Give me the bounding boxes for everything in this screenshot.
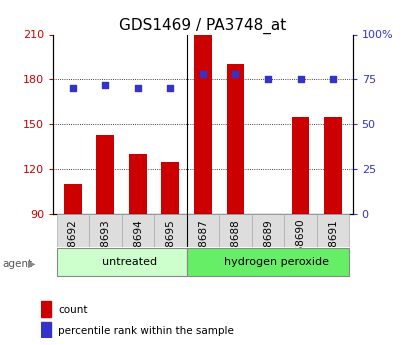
Title: GDS1469 / PA3748_at: GDS1469 / PA3748_at bbox=[119, 18, 286, 34]
Bar bbox=[89, 214, 121, 247]
Bar bbox=[56, 248, 186, 276]
Text: ▶: ▶ bbox=[27, 259, 35, 269]
Text: GSM68687: GSM68687 bbox=[198, 219, 207, 276]
Bar bbox=[64, 184, 81, 214]
Point bbox=[102, 82, 108, 88]
Bar bbox=[154, 214, 186, 247]
Point bbox=[167, 86, 173, 91]
Bar bbox=[161, 161, 179, 214]
Text: GSM68691: GSM68691 bbox=[327, 219, 337, 276]
Text: untreated: untreated bbox=[102, 257, 157, 267]
Point bbox=[199, 71, 206, 77]
Bar bbox=[121, 214, 154, 247]
Bar bbox=[41, 322, 52, 338]
Bar bbox=[219, 214, 251, 247]
Bar bbox=[128, 154, 146, 214]
Text: GSM68692: GSM68692 bbox=[67, 219, 78, 276]
Bar bbox=[291, 117, 309, 214]
Point bbox=[329, 77, 335, 82]
Text: GSM68693: GSM68693 bbox=[100, 219, 110, 276]
Text: agent: agent bbox=[2, 259, 32, 269]
Text: GSM68694: GSM68694 bbox=[133, 219, 142, 276]
Bar bbox=[324, 117, 341, 214]
Point bbox=[70, 86, 76, 91]
Bar bbox=[186, 248, 348, 276]
Bar bbox=[193, 34, 211, 214]
Point bbox=[134, 86, 141, 91]
Text: GSM68688: GSM68688 bbox=[230, 219, 240, 276]
Bar bbox=[283, 214, 316, 247]
Bar bbox=[251, 214, 283, 247]
Bar bbox=[56, 214, 89, 247]
Text: GSM68690: GSM68690 bbox=[295, 219, 305, 275]
Bar bbox=[96, 135, 114, 214]
Text: hydrogen peroxide: hydrogen peroxide bbox=[223, 257, 328, 267]
Bar bbox=[316, 214, 348, 247]
Point bbox=[264, 77, 271, 82]
Text: percentile rank within the sample: percentile rank within the sample bbox=[58, 326, 234, 336]
Bar bbox=[186, 214, 219, 247]
Bar bbox=[41, 301, 52, 317]
Text: GSM68695: GSM68695 bbox=[165, 219, 175, 276]
Text: count: count bbox=[58, 305, 88, 315]
Point bbox=[297, 77, 303, 82]
Bar bbox=[226, 65, 244, 214]
Text: GSM68689: GSM68689 bbox=[263, 219, 272, 276]
Point bbox=[231, 71, 238, 77]
